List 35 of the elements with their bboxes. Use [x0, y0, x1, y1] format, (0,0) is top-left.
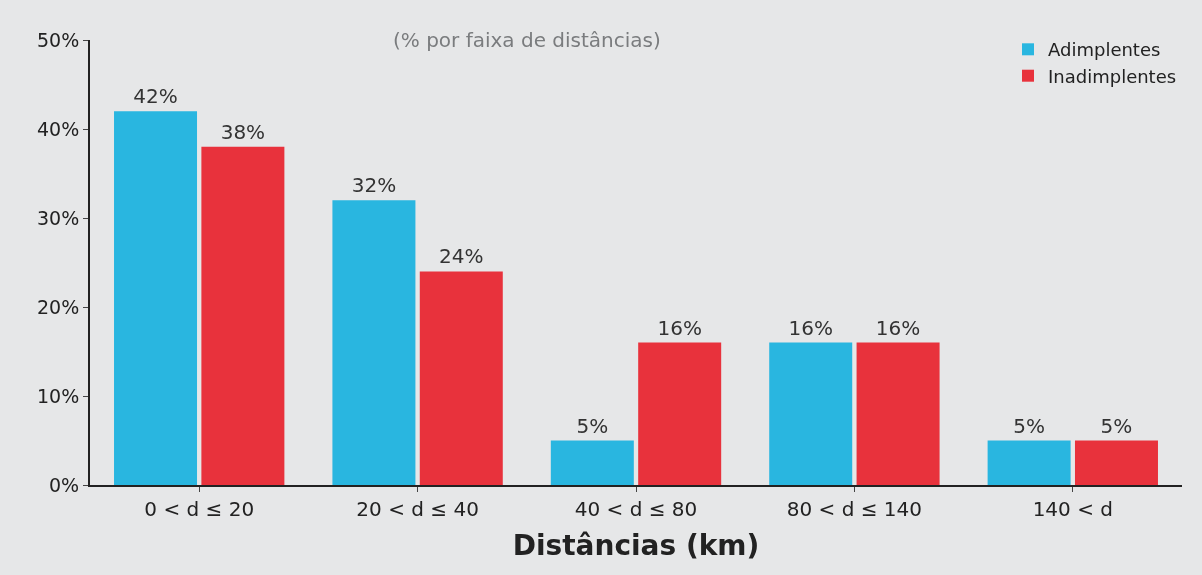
y-tick-label: 20% — [36, 295, 80, 318]
data-label: 38% — [220, 119, 266, 144]
bar — [114, 111, 198, 485]
x-tick-label: 40 < d ≤ 80 — [574, 497, 698, 521]
y-tick-label: 30% — [36, 206, 80, 229]
data-label: 24% — [439, 244, 484, 269]
data-label: 16% — [875, 315, 921, 340]
x-tick-label: 20 < d ≤ 40 — [356, 497, 479, 521]
data-label: 5% — [1100, 413, 1133, 438]
bar — [1074, 440, 1158, 485]
y-tick-label: 50% — [36, 28, 80, 51]
bar — [332, 200, 416, 485]
x-axis-title: Distâncias (km) — [512, 528, 760, 562]
y-tick-label: 40% — [36, 117, 80, 140]
data-label: 16% — [788, 315, 833, 340]
data-label: 5% — [1013, 413, 1045, 438]
legend-label: Adimplentes — [1048, 39, 1161, 61]
bar — [769, 342, 853, 485]
data-label: 32% — [351, 173, 397, 198]
x-tick-label: 80 < d ≤ 140 — [786, 497, 923, 521]
bar — [550, 440, 634, 485]
chart-title: (% por faixa de distâncias) — [393, 28, 661, 52]
y-tick-label: 0% — [49, 473, 80, 496]
data-label: 16% — [657, 315, 702, 340]
y-tick-label: 10% — [36, 384, 80, 407]
legend-label: Inadimplentes — [1048, 65, 1177, 87]
bar — [987, 440, 1071, 485]
data-label: 42% — [133, 84, 178, 109]
bar — [201, 146, 285, 485]
bar — [856, 342, 940, 485]
x-tick-label: 0 < d ≤ 20 — [144, 497, 255, 521]
x-tick-label: 140 < d — [1032, 497, 1113, 521]
bar — [638, 342, 722, 485]
data-label: 5% — [576, 413, 609, 438]
bar — [419, 271, 503, 485]
